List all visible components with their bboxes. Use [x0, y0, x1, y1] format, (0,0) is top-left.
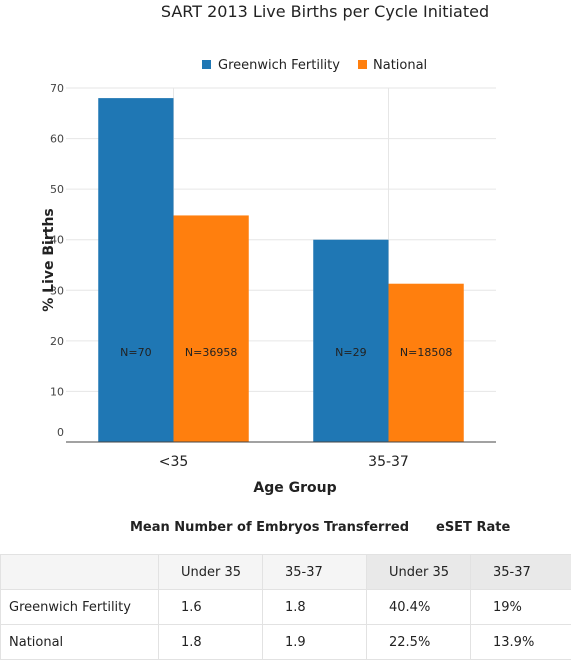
legend-label-greenwich: Greenwich Fertility	[218, 58, 340, 73]
bar	[389, 284, 464, 442]
y-tick-label: 0	[57, 426, 64, 439]
stats-table-section: Mean Number of Embryos Transferred eSET …	[0, 512, 571, 656]
bars	[98, 98, 464, 442]
bar	[313, 240, 388, 442]
table-header-row: Under 35 35-37 Under 35 35-37	[1, 555, 571, 590]
table-cell: 40.4%	[367, 590, 471, 625]
legend: Greenwich Fertility National	[202, 58, 427, 73]
bar-data-label: N=29	[335, 346, 366, 359]
table-cell: 1.9	[263, 625, 367, 660]
y-tick-label: 70	[50, 82, 64, 95]
row-label: Greenwich Fertility	[1, 590, 159, 625]
y-tick-label: 10	[50, 385, 64, 398]
legend-swatch-national	[358, 60, 367, 69]
mean-embryos-header: Mean Number of Embryos Transferred	[130, 520, 409, 535]
bar-chart: SART 2013 Live Births per Cycle Initiate…	[0, 0, 571, 505]
table-cell: 19%	[471, 590, 571, 625]
stats-table: Under 35 35-37 Under 35 35-37 Greenwich …	[0, 554, 571, 660]
y-tick-label: 50	[50, 183, 64, 196]
x-tick-label: <35	[159, 454, 189, 470]
x-axis-label: Age Group	[253, 480, 336, 496]
bar-data-label: N=36958	[185, 346, 237, 359]
table-corner-cell	[1, 555, 159, 590]
row-label: National	[1, 625, 159, 660]
table-row: Greenwich Fertility 1.6 1.8 40.4% 19%	[1, 590, 571, 625]
bar-data-label: N=18508	[400, 346, 452, 359]
legend-label-national: National	[373, 58, 427, 73]
col-header-35-37-mean: 35-37	[263, 555, 367, 590]
bar	[174, 215, 249, 442]
table-row: National 1.8 1.9 22.5% 13.9%	[1, 625, 571, 660]
y-axis-label: % Live Births	[41, 208, 57, 311]
col-header-under35-mean: Under 35	[159, 555, 263, 590]
col-header-under35-eset: Under 35	[367, 555, 471, 590]
y-tick-label: 60	[50, 133, 64, 146]
x-tick-label: 35-37	[368, 454, 409, 470]
bar	[98, 98, 173, 442]
table-cell: 1.8	[159, 625, 263, 660]
table-cell: 1.8	[263, 590, 367, 625]
legend-swatch-greenwich	[202, 60, 211, 69]
chart-title: SART 2013 Live Births per Cycle Initiate…	[161, 2, 489, 21]
bar-data-label: N=70	[120, 346, 151, 359]
y-tick-label: 20	[50, 335, 64, 348]
eset-rate-header: eSET Rate	[436, 520, 510, 535]
table-cell: 1.6	[159, 590, 263, 625]
x-axis-ticks: <35 35-37	[159, 454, 409, 470]
table-cell: 22.5%	[367, 625, 471, 660]
table-cell: 13.9%	[471, 625, 571, 660]
col-header-35-37-eset: 35-37	[471, 555, 571, 590]
